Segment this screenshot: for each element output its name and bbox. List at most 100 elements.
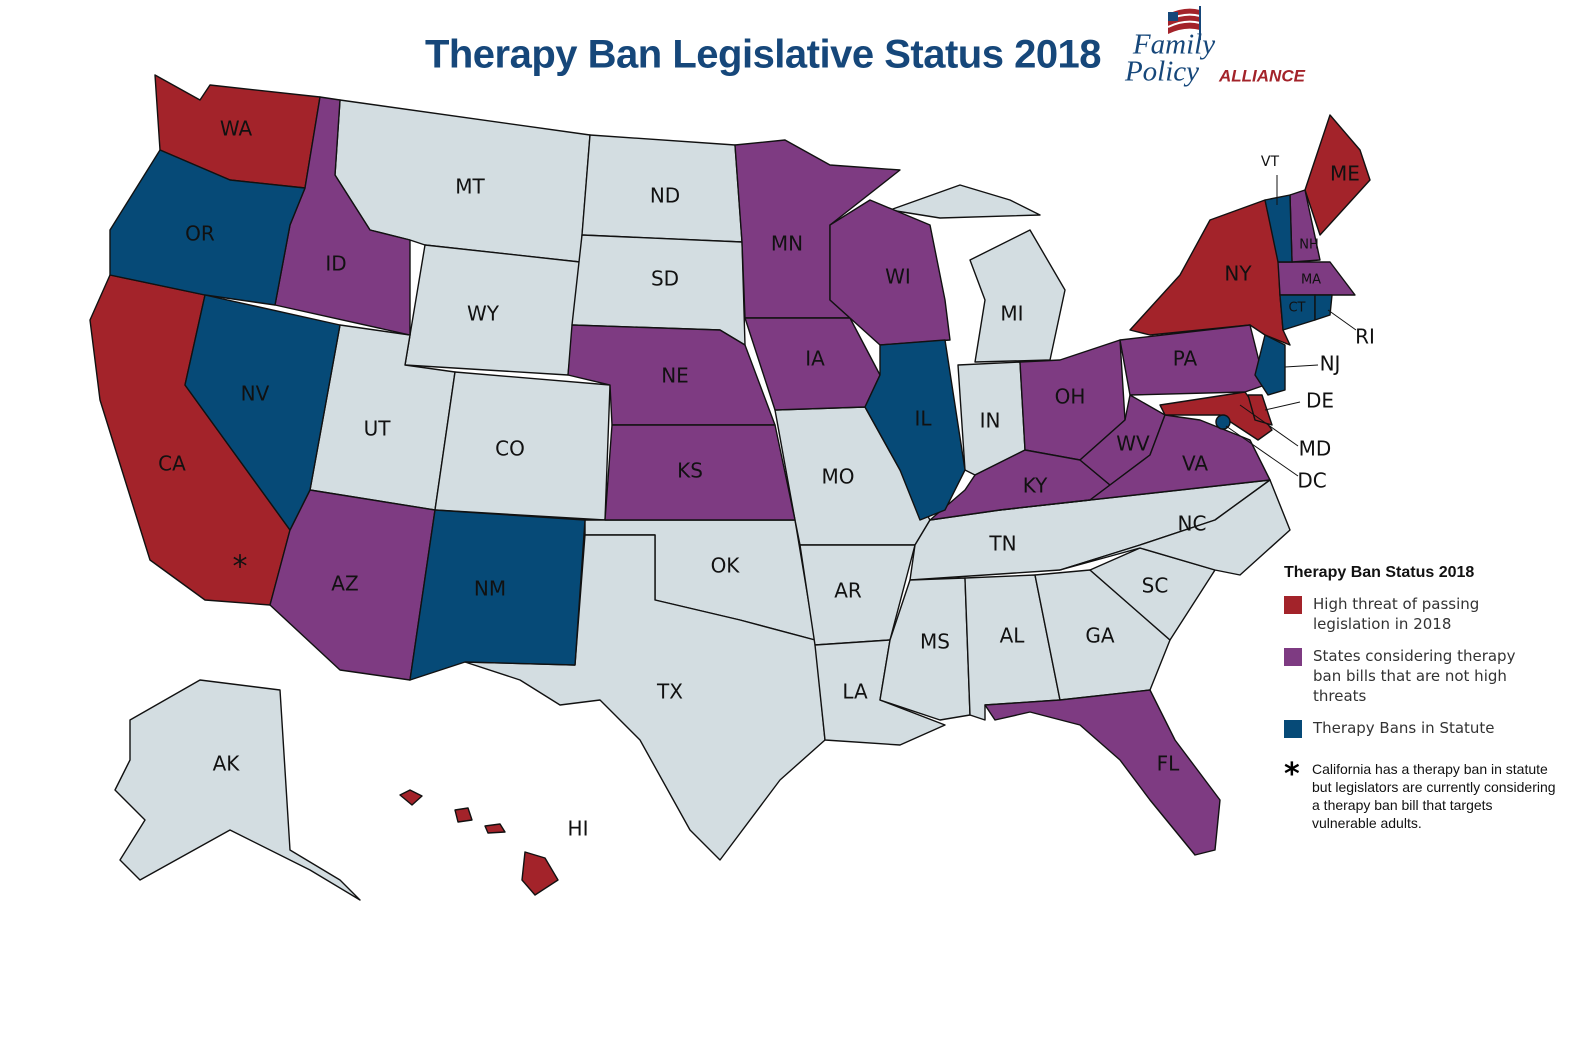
state-label: TN [988,532,1016,556]
state-label: WI [885,265,911,289]
legend-swatch [1284,596,1302,614]
legend: Therapy Ban Status 2018 High threat of p… [1284,564,1574,832]
state-label: NY [1224,262,1252,286]
state-shape [829,199,951,346]
state-label: RI [1355,325,1375,349]
note-text: California has a therapy ban in statute … [1312,761,1556,831]
state-label: TX [656,680,683,704]
state-shape [464,534,826,861]
state-label: KS [677,459,703,483]
state-label: CA [158,452,186,476]
state-shape [114,679,361,901]
legend-items: High threat of passing legislation in 20… [1284,594,1574,738]
state-label: MD [1299,437,1332,461]
leader-line [1225,425,1299,477]
state-shape [484,823,506,834]
note: * California has a therapy ban in statut… [1284,760,1574,832]
state-label: OR [185,222,215,246]
state-label: DC [1297,469,1326,493]
state-shape [404,244,581,376]
state-label: GA [1085,624,1114,648]
state-label: NM [474,577,506,601]
state-label: MI [1000,302,1023,326]
legend-swatch [1284,648,1302,666]
state-label: ME [1330,162,1360,186]
state-shape [889,184,1041,219]
state-label: UT [364,417,392,441]
state-shape [409,509,586,681]
state-label: OH [1055,385,1086,409]
state-label: NH [1299,238,1319,253]
state-shape [969,229,1066,363]
legend-label: Therapy Bans in Statute [1313,719,1495,737]
state-label: AZ [331,572,358,596]
legend-title: Therapy Ban Status 2018 [1284,564,1475,581]
legend-label: High threat of passing legislation in 20… [1313,595,1480,633]
state-shape [984,689,1221,856]
state-shape [604,424,796,521]
state-label: PA [1173,347,1198,371]
state-label: KY [1023,474,1048,498]
state-label: SD [651,267,679,291]
state-label: VT [1261,154,1280,170]
state-label: IA [805,347,825,371]
state-label: MA [1301,273,1321,288]
state-label: NE [661,364,689,388]
state-label: AR [834,579,862,603]
state-label: LA [842,680,868,704]
state-shape [1254,334,1286,396]
page-title: Therapy Ban Legislative Status 2018 [425,33,1101,77]
state-shape [1277,261,1356,296]
state-label: AK [213,752,241,776]
state-label: CT [1288,301,1305,316]
legend-label: States considering therapy ban bills tha… [1313,647,1516,705]
note-marker: * [233,550,248,585]
state-label: ID [325,252,346,276]
state-shape [1247,394,1273,426]
state-shape [109,149,306,306]
state-shape [999,414,1271,511]
state-label: AL [1000,624,1026,648]
legend-item: Therapy Bans in Statute [1284,718,1574,738]
state-shape [399,789,423,806]
state-label: IN [980,409,1001,433]
state-label: IL [914,407,932,431]
state-label: MS [920,630,950,654]
state-label: WY [467,302,500,326]
state-label: MN [771,232,803,256]
state-label: ND [650,184,680,208]
state-shape [1314,294,1333,321]
state-shape [1129,199,1291,346]
state-label: NV [241,382,270,406]
state-shape [521,851,559,896]
state-shape [1215,414,1231,430]
state-label: MT [455,175,485,199]
state-shape [184,294,341,531]
state-label: OK [711,554,741,578]
logo: Family Policy ALLIANCE [1124,6,1306,88]
state-label: SC [1142,574,1169,598]
state-label: WV [1116,432,1150,456]
state-shape [1304,114,1371,236]
leader-line [1239,404,1299,447]
state-label: NJ [1320,352,1341,376]
leader-line [1264,401,1301,411]
state-shape [864,339,966,521]
logo-text: Family [1132,29,1215,61]
state-label: HI [568,817,589,841]
state-label: VA [1182,452,1208,476]
state-label: MO [822,465,855,489]
state-shape [1059,479,1291,576]
state-label: CO [495,437,525,461]
logo-flag [1167,6,1201,40]
state-label: WA [220,117,253,141]
state-label: NC [1178,512,1207,536]
leader-line [1284,364,1319,368]
state-label: DE [1306,389,1334,413]
leader-line [1327,309,1357,331]
logo-text: Policy [1124,56,1199,88]
legend-item: States considering therapy ban bills tha… [1284,646,1574,706]
state-shape [1034,569,1171,701]
